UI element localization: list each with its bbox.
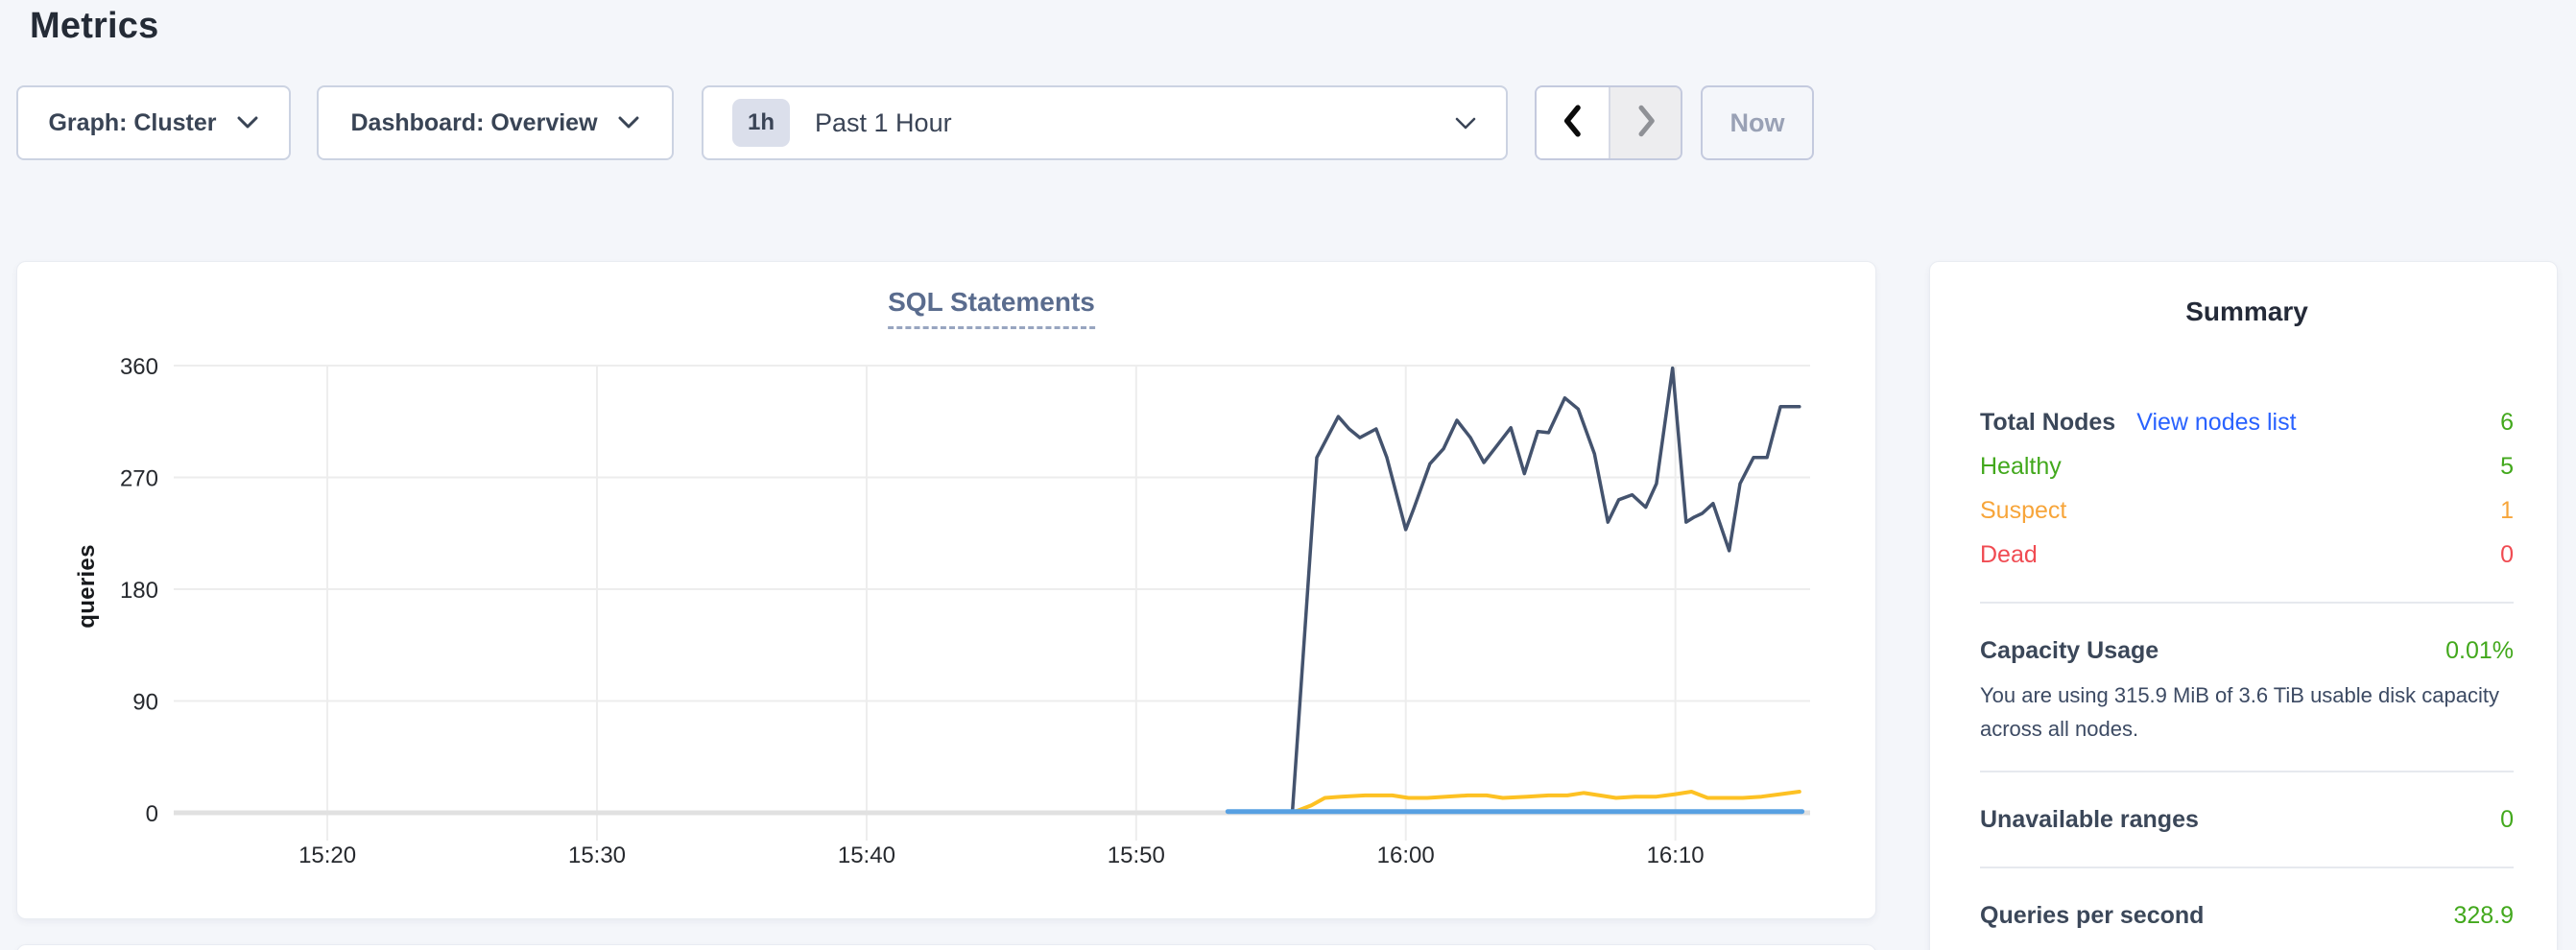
time-forward-button[interactable] xyxy=(1609,87,1681,158)
total-nodes-label: Total Nodes xyxy=(1980,408,2116,436)
svg-text:15:40: 15:40 xyxy=(838,843,895,868)
dashboard-dropdown[interactable]: Dashboard: Overview xyxy=(317,85,674,160)
time-step-controls xyxy=(1535,85,1682,160)
chevron-down-icon xyxy=(236,109,259,137)
svg-text:270: 270 xyxy=(120,466,158,492)
dead-label: Dead xyxy=(1980,540,2038,568)
svg-text:16:00: 16:00 xyxy=(1377,843,1435,868)
chevron-right-icon xyxy=(1632,103,1660,144)
sql-statements-chart[interactable]: 15:20 15:30 15:40 15:50 16:00 16:10 0 90 180 270 3… xyxy=(17,262,1877,920)
capacity-usage-value: 0.01% xyxy=(2445,636,2514,664)
suspect-nodes-row: Suspect 1 xyxy=(1980,488,2514,533)
divider xyxy=(1980,602,2514,604)
capacity-usage-label: Capacity Usage xyxy=(1980,636,2159,664)
queries-per-second-value: 328.9 xyxy=(2453,901,2514,929)
unavailable-ranges-value: 0 xyxy=(2500,805,2514,833)
now-button[interactable]: Now xyxy=(1701,85,1814,160)
time-range-label: Past 1 Hour xyxy=(815,107,952,137)
suspect-label: Suspect xyxy=(1980,496,2067,524)
svg-text:15:50: 15:50 xyxy=(1108,843,1165,868)
chevron-down-icon xyxy=(1454,108,1477,138)
svg-text:360: 360 xyxy=(120,354,158,380)
healthy-nodes-row: Healthy 5 xyxy=(1980,444,2514,488)
healthy-value: 5 xyxy=(2500,452,2514,480)
next-chart-card-partial xyxy=(16,944,1876,950)
time-back-button[interactable] xyxy=(1537,87,1609,158)
capacity-usage-description: You are using 315.9 MiB of 3.6 TiB usabl… xyxy=(1980,683,2499,742)
sql-statements-chart-card: SQL Statements queries 15:20 15:30 15:40 15… xyxy=(16,261,1876,919)
summary-panel: Summary Total Nodes View nodes list 6 He… xyxy=(1929,261,2558,950)
divider xyxy=(1980,867,2514,869)
view-nodes-list-link[interactable]: View nodes list xyxy=(2136,408,2297,436)
graph-dropdown-label: Graph: Cluster xyxy=(48,108,217,136)
total-nodes-value: 6 xyxy=(2500,408,2514,436)
svg-text:15:20: 15:20 xyxy=(298,843,356,868)
capacity-usage-row: Capacity Usage 0.01% xyxy=(1980,629,2514,673)
total-nodes-row: Total Nodes View nodes list 6 xyxy=(1980,400,2514,444)
time-range-badge: 1h xyxy=(732,99,791,147)
divider xyxy=(1980,771,2514,773)
svg-text:16:10: 16:10 xyxy=(1647,843,1705,868)
chevron-left-icon xyxy=(1559,103,1587,144)
svg-text:90: 90 xyxy=(132,690,158,716)
graph-dropdown[interactable]: Graph: Cluster xyxy=(16,85,291,160)
dead-nodes-row: Dead 0 xyxy=(1980,533,2514,577)
chevron-down-icon xyxy=(617,109,640,137)
queries-per-second-label: Queries per second xyxy=(1980,901,2205,929)
page-title: Metrics xyxy=(30,6,159,46)
queries-per-second-description: Sum of Selects, Updates, Inserts, and De… xyxy=(1980,943,2514,950)
dead-value: 0 xyxy=(2500,540,2514,568)
healthy-label: Healthy xyxy=(1980,452,2062,480)
queries-per-second-row: Queries per second 328.9 xyxy=(1980,893,2514,938)
unavailable-ranges-label: Unavailable ranges xyxy=(1980,805,2199,833)
time-range-dropdown[interactable]: 1h Past 1 Hour xyxy=(702,85,1508,160)
unavailable-ranges-row: Unavailable ranges 0 xyxy=(1980,797,2514,842)
chart-title[interactable]: SQL Statements xyxy=(888,287,1095,329)
suspect-value: 1 xyxy=(2500,496,2514,524)
svg-text:180: 180 xyxy=(120,578,158,604)
summary-title: Summary xyxy=(2185,297,2308,326)
svg-text:0: 0 xyxy=(146,801,158,827)
dashboard-dropdown-label: Dashboard: Overview xyxy=(350,108,598,136)
svg-text:15:30: 15:30 xyxy=(568,843,626,868)
